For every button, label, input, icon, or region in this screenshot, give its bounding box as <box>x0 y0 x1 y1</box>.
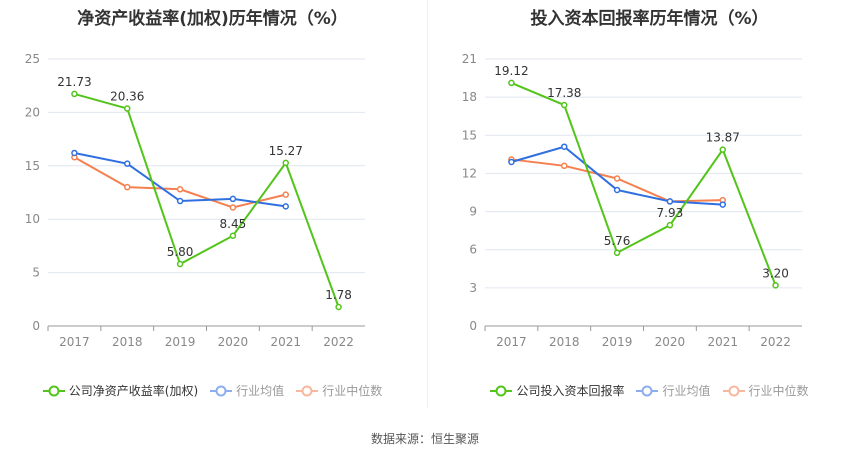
y-tick-label: 9 <box>469 205 477 219</box>
legend-item[interactable]: 行业均值 <box>636 382 711 399</box>
data-label: 3.20 <box>762 266 789 280</box>
chart-title: 投入资本回报率历年情况（%） <box>530 9 769 29</box>
data-point <box>176 186 184 193</box>
x-tick-label: 2021 <box>270 335 301 349</box>
legend-label: 行业中位数 <box>748 384 809 398</box>
data-point <box>282 159 289 167</box>
legend-label: 公司净资产收益率(加权) <box>68 384 199 398</box>
data-point <box>176 197 184 205</box>
data-point <box>282 191 289 198</box>
x-tick-label: 2021 <box>707 335 738 349</box>
x-tick-label: 2022 <box>323 335 354 349</box>
data-point <box>124 105 131 112</box>
y-tick-label: 18 <box>462 90 477 104</box>
legend-label: 公司投入资本回报率 <box>516 384 625 398</box>
legend-label: 行业均值 <box>662 384 711 398</box>
series-line <box>511 81 777 286</box>
data-label: 1.78 <box>325 288 352 302</box>
data-point <box>335 303 342 311</box>
data-label: 21.73 <box>57 75 91 89</box>
data-point <box>229 232 237 240</box>
data-point <box>508 158 515 166</box>
x-tick-label: 2022 <box>760 335 791 349</box>
legend-item[interactable]: 行业中位数 <box>296 382 382 399</box>
data-point <box>229 204 237 211</box>
x-tick-label: 2018 <box>549 335 580 349</box>
y-tick-label: 15 <box>25 159 40 173</box>
x-tick-label: 2019 <box>165 335 196 349</box>
legend: 公司投入资本回报率 行业均值 行业中位数 <box>437 382 850 399</box>
legend-label: 行业均值 <box>236 384 285 398</box>
data-label: 19.12 <box>494 64 528 78</box>
data-point <box>229 195 237 203</box>
data-point <box>613 175 621 182</box>
y-tick-label: 0 <box>32 319 40 333</box>
data-point <box>561 101 568 109</box>
legend-line-circle-icon <box>722 385 745 396</box>
legend-line-circle-icon <box>636 385 659 396</box>
legend-line-circle-icon <box>296 385 319 396</box>
y-tick-label: 20 <box>25 105 40 119</box>
data-point <box>508 79 515 87</box>
legend-line-circle-icon <box>490 385 513 396</box>
y-tick-label: 12 <box>462 166 477 180</box>
legend-line-circle-icon <box>42 385 65 396</box>
data-label: 5.76 <box>604 234 631 248</box>
legend-item[interactable]: 公司净资产收益率(加权) <box>42 382 199 399</box>
chart-title: 净资产收益率(加权)历年情况（%） <box>77 9 348 29</box>
legend-line-circle-icon <box>210 385 233 396</box>
data-label: 20.36 <box>110 90 144 104</box>
legend: 公司净资产收益率(加权) 行业均值 行业中位数 <box>0 382 425 399</box>
x-tick-label: 2017 <box>496 335 527 349</box>
legend-item[interactable]: 行业中位数 <box>722 382 809 399</box>
roe-chart: 净资产收益率(加权)历年情况（%） 0 5 10 15 20 25 2017 2018 2019… <box>0 0 425 410</box>
y-tick-label: 10 <box>25 212 40 226</box>
divider <box>427 0 428 408</box>
data-label: 15.27 <box>269 144 303 158</box>
data-point <box>666 198 674 205</box>
data-point <box>561 143 568 150</box>
x-tick-label: 2020 <box>655 335 686 349</box>
data-point <box>666 221 674 229</box>
data-point <box>124 183 131 191</box>
data-point <box>719 146 726 153</box>
data-source: 数据来源：恒生聚源 <box>370 432 479 446</box>
data-label: 13.87 <box>706 131 740 145</box>
data-point <box>561 162 568 170</box>
roic-chart: 投入资本回报率历年情况（%） 0 3 6 9 12 15 18 21 2017 2018 2019 2… <box>437 0 850 410</box>
legend-item[interactable]: 行业均值 <box>210 382 284 399</box>
roic-plot: 0 3 6 9 12 15 18 21 2017 2018 2019 2020 2021 2022 19.1… <box>462 52 802 349</box>
data-point <box>124 160 131 167</box>
data-label: 8.45 <box>220 217 247 231</box>
data-point <box>772 282 779 289</box>
legend-label: 行业中位数 <box>322 384 383 398</box>
data-point <box>282 203 289 210</box>
legend-item[interactable]: 公司投入资本回报率 <box>490 382 624 399</box>
roe-plot: 0 5 10 15 20 25 2017 2018 2019 2020 2021 2022 21.73 2… <box>25 52 365 349</box>
data-point <box>176 260 184 268</box>
data-point <box>613 186 621 194</box>
x-tick-label: 2019 <box>602 335 633 349</box>
x-tick-label: 2018 <box>112 335 143 349</box>
y-tick-label: 5 <box>32 266 40 280</box>
y-tick-label: 25 <box>25 52 40 66</box>
data-point <box>71 149 78 157</box>
data-label: 5.80 <box>167 245 194 259</box>
y-tick-label: 15 <box>462 128 477 142</box>
data-point <box>719 201 726 208</box>
data-label: 17.38 <box>547 86 581 100</box>
y-tick-label: 6 <box>469 243 477 257</box>
data-point <box>613 249 621 257</box>
x-tick-label: 2017 <box>59 335 90 349</box>
y-tick-label: 21 <box>462 52 477 66</box>
data-point <box>71 90 78 98</box>
series-line <box>74 92 340 308</box>
data-label: 7.93 <box>657 206 684 220</box>
y-tick-label: 3 <box>469 281 477 295</box>
y-tick-label: 0 <box>469 319 477 333</box>
x-tick-label: 2020 <box>218 335 249 349</box>
